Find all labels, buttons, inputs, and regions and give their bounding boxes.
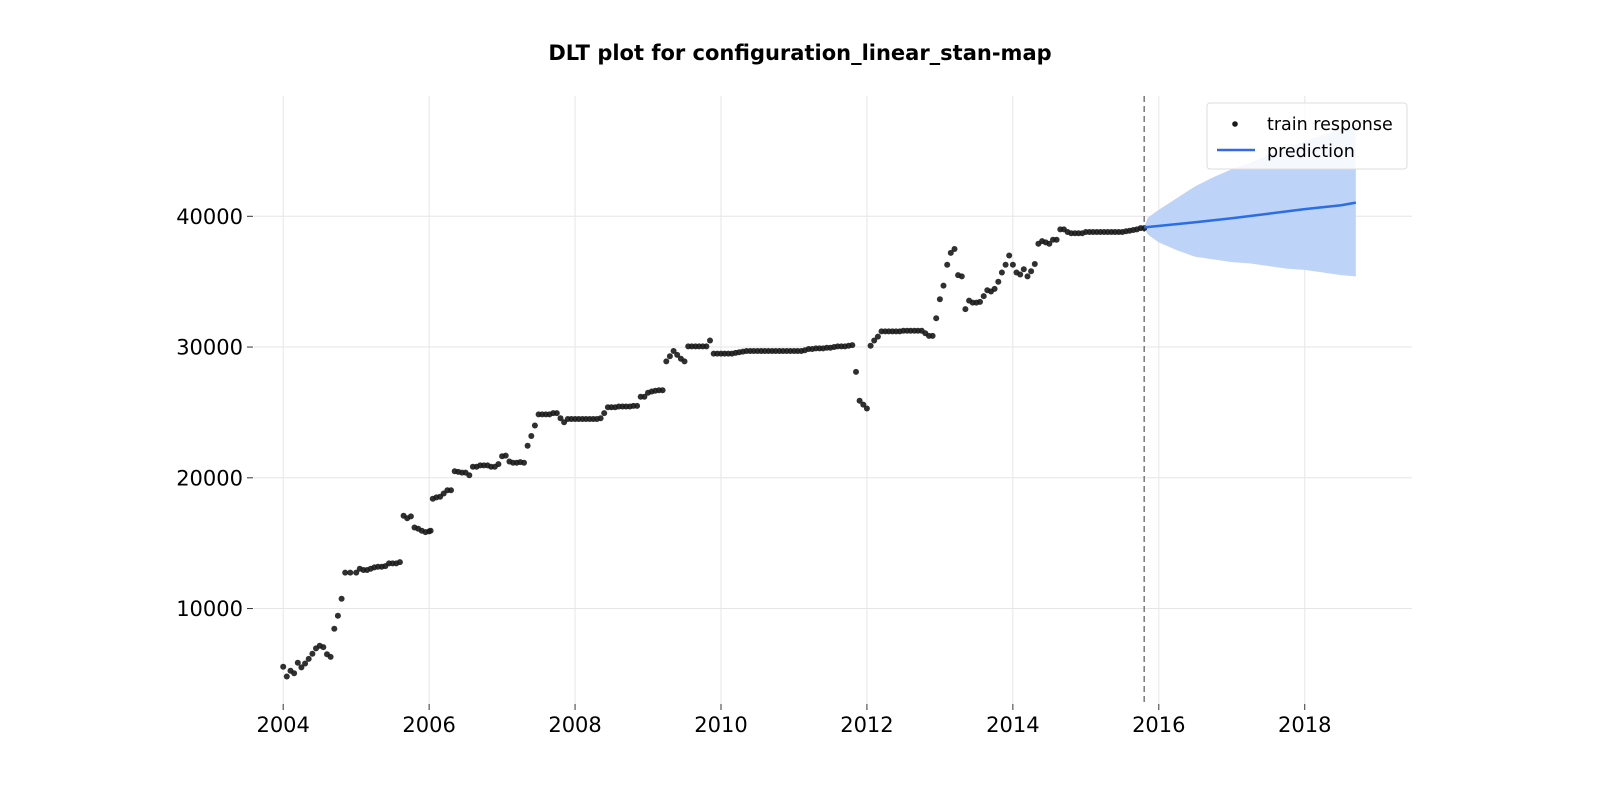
- train-point: [929, 332, 936, 339]
- train-point: [334, 612, 341, 619]
- x-tick-label: 2014: [986, 713, 1039, 737]
- x-tick-label: 2016: [1132, 713, 1185, 737]
- train-point: [634, 402, 641, 409]
- train-point: [291, 670, 298, 677]
- train-point: [495, 461, 502, 468]
- train-point: [681, 358, 688, 365]
- train-point: [1006, 252, 1013, 259]
- train-point: [670, 348, 677, 354]
- train-point: [502, 452, 509, 459]
- train-point: [991, 285, 998, 292]
- legend-train-marker: [1232, 121, 1238, 127]
- train-point: [940, 282, 947, 289]
- train-point: [977, 298, 983, 305]
- train-point: [641, 393, 648, 400]
- axis-layer: 2004 2006 2008 2010 2012 2014 2016 2018 10000 200…: [176, 205, 1331, 737]
- train-point: [521, 459, 527, 466]
- train-point: [331, 625, 338, 632]
- train-point: [1053, 236, 1060, 243]
- train-point: [280, 663, 287, 670]
- train-point: [601, 410, 608, 417]
- train-point: [347, 569, 354, 576]
- train-point: [871, 337, 878, 344]
- legend-train-label: train response: [1267, 115, 1393, 135]
- train-point: [557, 415, 564, 422]
- x-tick-label: 2010: [694, 713, 747, 737]
- train-point: [944, 261, 951, 268]
- train-point: [309, 650, 316, 657]
- train-point: [874, 333, 881, 340]
- train-point: [998, 269, 1005, 276]
- train-point: [1046, 240, 1053, 247]
- train-point: [1009, 261, 1016, 268]
- x-tick-label: 2006: [402, 713, 455, 737]
- train-point: [531, 422, 538, 429]
- train-point: [427, 527, 434, 534]
- train-point: [1017, 271, 1024, 278]
- train-point: [863, 405, 870, 412]
- train-point: [1028, 268, 1035, 275]
- grid: [254, 96, 1412, 704]
- train-point: [305, 655, 312, 662]
- train-point: [962, 306, 969, 313]
- train-point: [448, 487, 454, 494]
- train-point: [663, 358, 670, 365]
- train-point: [853, 368, 859, 375]
- train-point: [553, 410, 560, 417]
- train-point: [466, 472, 473, 479]
- train-point: [933, 315, 940, 322]
- x-tick-label: 2004: [256, 713, 309, 737]
- train-point: [283, 673, 290, 680]
- legend-box: [1206, 102, 1408, 170]
- train-point: [524, 442, 531, 449]
- train-point: [1024, 273, 1031, 280]
- y-tick-label: 40000: [176, 205, 243, 229]
- train-points-layer: [280, 225, 1148, 680]
- legend-prediction-label: prediction: [1267, 142, 1355, 162]
- train-point: [707, 337, 713, 344]
- train-point: [320, 644, 327, 651]
- train-point: [936, 296, 943, 303]
- train-point: [951, 246, 958, 252]
- train-point: [666, 353, 673, 360]
- train-point: [1002, 261, 1009, 268]
- y-tick-label: 10000: [176, 597, 243, 621]
- x-tick-label: 2018: [1278, 713, 1331, 737]
- prediction-line: [1144, 201, 1357, 229]
- train-point: [302, 660, 309, 667]
- train-point: [674, 351, 681, 358]
- train-point: [860, 401, 867, 408]
- train-point: [407, 513, 414, 520]
- chart-title: DLT plot for configuration_linear_stan-m…: [548, 41, 1051, 65]
- train-point: [980, 293, 987, 300]
- y-tick-label: 20000: [176, 466, 243, 490]
- train-point: [1031, 261, 1038, 267]
- train-point: [995, 278, 1002, 285]
- train-point: [294, 659, 301, 666]
- train-point: [703, 343, 710, 350]
- train-point: [338, 595, 345, 602]
- train-point: [856, 397, 863, 404]
- train-point: [528, 433, 535, 439]
- prediction-line-layer: [1144, 201, 1357, 229]
- x-tick-label: 2012: [840, 713, 893, 737]
- train-point: [849, 342, 856, 349]
- x-tick-label: 2008: [548, 713, 601, 737]
- train-point: [659, 387, 666, 394]
- train-point: [327, 653, 334, 660]
- train-point: [342, 569, 349, 576]
- y-tick-label: 30000: [176, 336, 243, 360]
- train-point: [867, 342, 874, 349]
- train-point: [597, 415, 604, 422]
- train-point: [958, 273, 965, 280]
- train-point: [353, 569, 360, 576]
- train-point: [298, 664, 305, 671]
- train-point: [1020, 266, 1027, 273]
- legend: train response prediction: [1206, 102, 1408, 170]
- train-point: [396, 559, 403, 566]
- train-point: [947, 249, 954, 256]
